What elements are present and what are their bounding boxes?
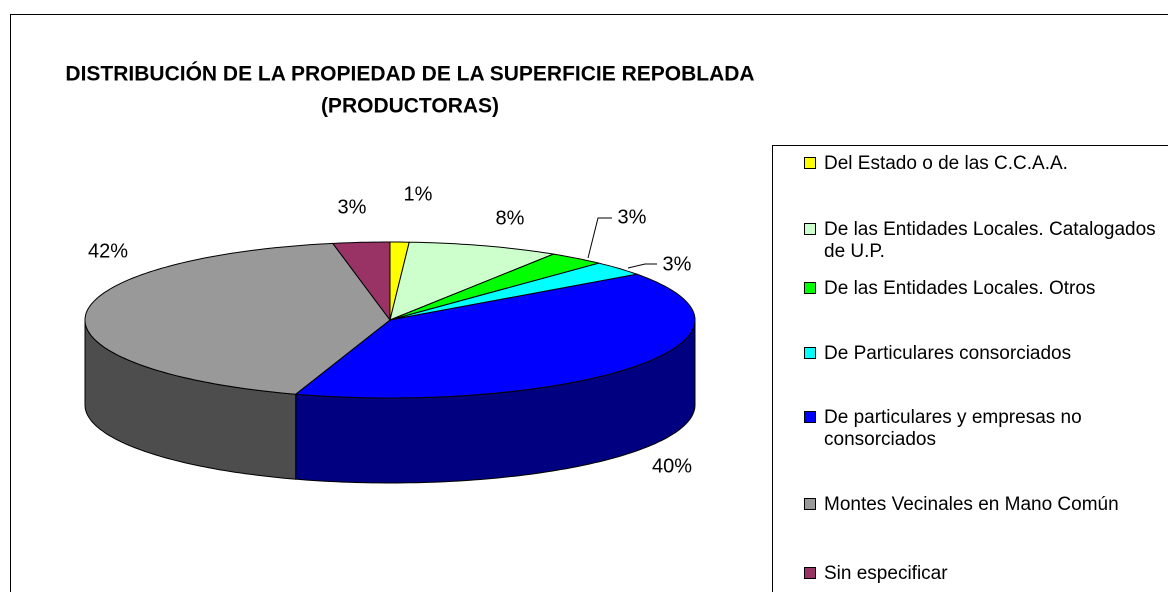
leader-line — [627, 263, 657, 269]
data-label: 40% — [652, 455, 692, 477]
pie-slice — [389, 262, 639, 321]
legend-label: De las Entidades Locales. Catalogados de… — [824, 219, 1156, 262]
data-label: 3% — [338, 196, 367, 218]
legend-label: De Particulares consorciados — [824, 343, 1072, 364]
legend-swatch — [804, 347, 816, 359]
legend-box — [772, 145, 1168, 592]
chart-frame — [10, 14, 1168, 592]
data-label: 42% — [88, 240, 128, 262]
legend-swatch — [804, 157, 816, 169]
legend-label: Del Estado o de las C.C.A.A. — [824, 153, 1068, 174]
legend-swatch — [804, 498, 816, 510]
legend-swatch — [804, 567, 816, 579]
legend-swatch — [804, 411, 816, 423]
legend-label: De particulares y empresas no consorciad… — [824, 407, 1082, 450]
data-label: 8% — [496, 207, 525, 229]
legend-swatch — [804, 282, 816, 294]
legend-swatch — [804, 223, 816, 235]
data-label: 3% — [618, 206, 647, 228]
chart-title: DISTRIBUCIÓN DE LA PROPIEDAD DE LA SUPER… — [65, 62, 754, 86]
pie-slice — [294, 273, 696, 399]
pie-slice — [331, 241, 391, 322]
legend-label: Sin especificar — [824, 563, 948, 584]
pie-slice — [389, 253, 599, 321]
data-label: 3% — [663, 253, 692, 275]
leader-line — [587, 217, 612, 259]
legend-label: De las Entidades Locales. Otros — [824, 278, 1096, 299]
chart-title: (PRODUCTORAS) — [321, 95, 499, 118]
legend-label: Montes Vecinales en Mano Común — [824, 494, 1119, 515]
pie-slice — [389, 241, 556, 321]
pie-slice — [84, 242, 391, 395]
data-label: 1% — [404, 183, 433, 205]
